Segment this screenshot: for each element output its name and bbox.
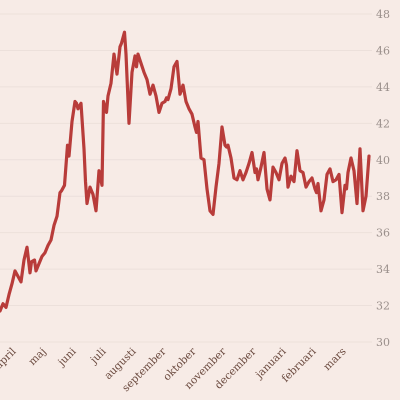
y-tick-label-30: 30: [376, 336, 390, 349]
y-tick-label-42: 42: [376, 117, 390, 130]
y-axis-tick-labels: 30 32 34 36 38 40 42 44 46 48: [376, 8, 390, 349]
y-tick-label-40: 40: [376, 154, 390, 167]
y-tick-label-44: 44: [376, 81, 390, 94]
x-axis-tick-labels: april maj juni juliaugustiseptemberoktobern…: [0, 345, 349, 394]
series-line: [0, 30, 371, 313]
y-tick-label-48: 48: [376, 8, 390, 21]
y-tick-label-36: 36: [376, 227, 390, 240]
x-tick-label-maj: maj: [26, 346, 48, 368]
x-tick-label-juli: juli: [87, 345, 109, 367]
x-tick-label-mars: mars: [321, 346, 348, 373]
x-tick-label-juni: juni: [54, 345, 79, 370]
y-tick-label-38: 38: [376, 190, 390, 203]
y-tick-label-34: 34: [376, 263, 390, 276]
gridlines: [0, 13, 372, 343]
y-tick-label-46: 46: [376, 44, 390, 57]
x-tick-label-april: april: [0, 345, 19, 371]
y-tick-label-32: 32: [376, 300, 390, 313]
